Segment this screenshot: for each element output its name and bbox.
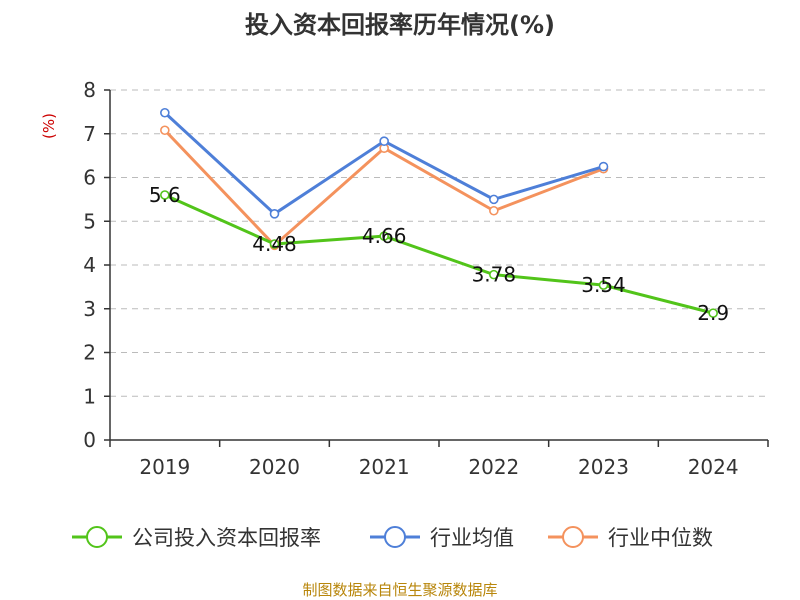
legend-label: 行业均值 [430,526,514,550]
data-label: 3.54 [581,273,626,297]
series-line [164,193,714,315]
source-note: 制图数据来自恒生聚源数据库 [302,581,497,599]
data-label: 4.66 [362,224,407,248]
y-tick-label: 5 [83,209,96,233]
legend-item: 行业中位数 [548,526,713,550]
legend-swatch-marker [384,526,406,548]
data-label: 5.6 [149,183,181,207]
y-axis-label: (%) [40,113,58,139]
series-1 [160,107,609,219]
y-tick-label: 8 [83,78,96,102]
data-point [598,280,609,290]
data-point [489,194,499,205]
grid-lines [110,89,768,397]
y-tick-label: 2 [83,341,96,365]
data-label: 2.9 [697,301,729,325]
data-point [489,269,499,280]
data-label: 3.78 [472,263,517,287]
legend-item: 行业均值 [370,526,514,550]
legend-label: 行业中位数 [608,526,713,550]
data-point [269,209,280,219]
data-point [379,231,389,241]
y-tick-label: 4 [83,253,96,277]
y-tick-label: 3 [83,297,96,321]
data-label: 4.48 [252,232,297,256]
data-labels: 5.6 4.48 4.66 3.78 3.54 2.9 [149,183,729,325]
data-point [160,107,170,118]
x-tick-label: 2020 [249,455,300,479]
data-point [160,125,170,136]
legend-swatch-marker [86,526,108,548]
legend: 公司投入资本回报率 行业均值 行业中位数 [72,526,713,550]
data-point [489,205,499,216]
series-0 [160,190,718,318]
y-tick-label: 7 [83,122,96,146]
chart-title: 投入资本回报率历年情况(%) [245,11,555,39]
series-layer [160,107,718,318]
x-tick-label: 2023 [578,455,629,479]
data-point [598,161,609,172]
x-tick-label: 2024 [688,455,739,479]
data-point [269,239,280,249]
data-point [379,136,389,146]
legend-item: 公司投入资本回报率 [72,526,321,550]
x-tick-label: 2021 [359,455,410,479]
y-tick-label: 1 [83,384,96,408]
data-point [708,308,718,318]
axes: 0 1 2 3 4 5 6 7 8 2019 2020 2021 2022 2023 2024 [83,78,769,479]
legend-swatch-marker [562,526,584,548]
legend-label: 公司投入资本回报率 [132,526,321,550]
data-point [160,190,170,200]
y-tick-label: 6 [83,166,96,190]
x-tick-label: 2019 [139,455,190,479]
x-tick-label: 2022 [468,455,519,479]
y-tick-label: 0 [83,428,96,452]
